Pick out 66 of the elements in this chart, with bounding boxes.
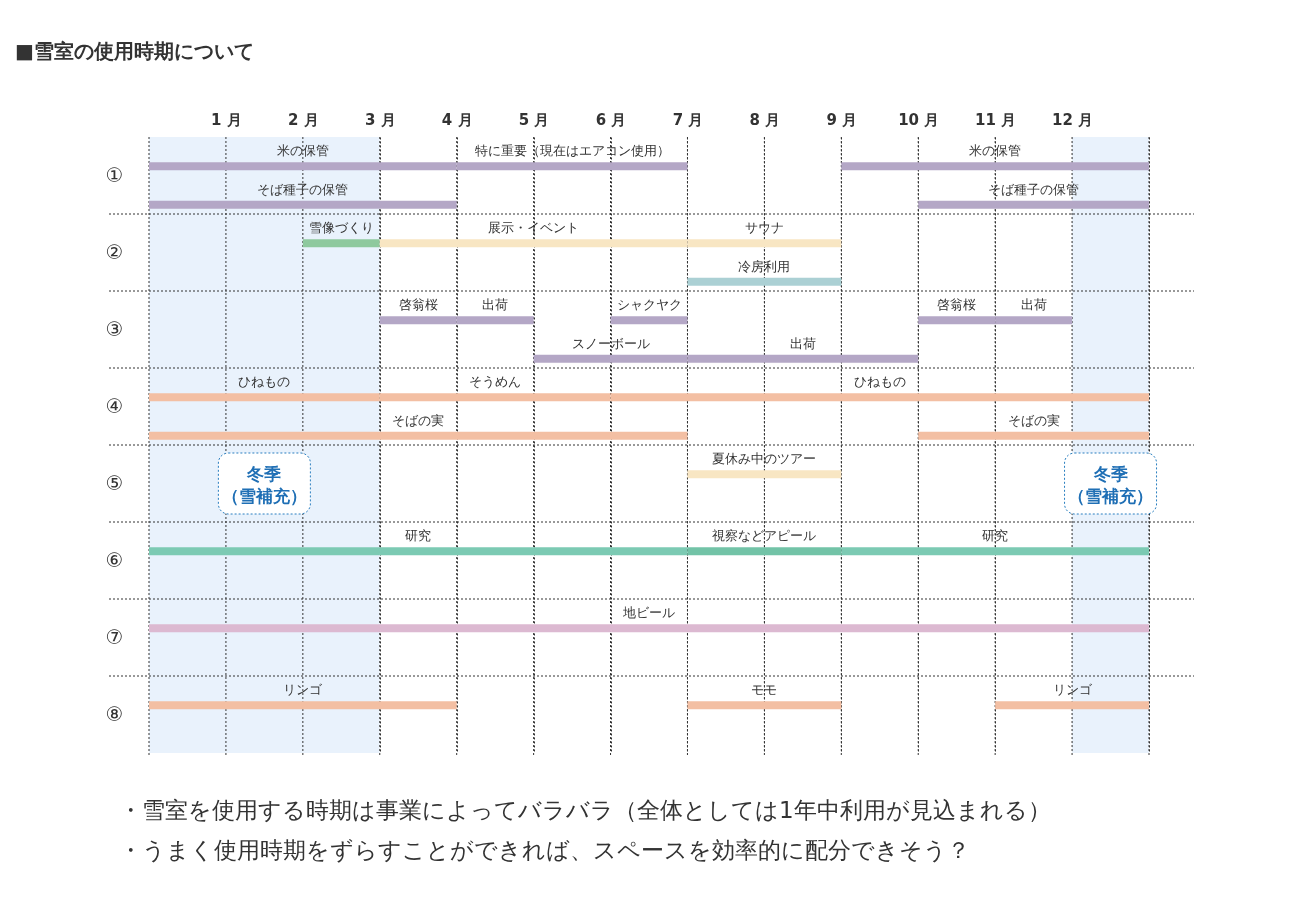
band-label: 冬季（雪補充）	[1068, 463, 1154, 506]
x-tick-label: 6 月	[595, 110, 627, 129]
data-label: 視察などアピール	[712, 528, 817, 544]
data-label: そば種子の保管	[257, 181, 349, 197]
band-label: 冬季（雪補充）	[221, 463, 307, 506]
data-label: そば種子の保管	[988, 181, 1080, 197]
x-tick-label: 9 月	[826, 110, 858, 129]
data-label: リンゴ	[1052, 682, 1093, 698]
bar	[687, 277, 842, 286]
x-tick-label: 7 月	[672, 110, 704, 129]
bar	[995, 701, 1149, 710]
x-tick-label: 3 月	[364, 110, 396, 129]
y-tick-label: ⑦	[105, 624, 124, 649]
bar	[149, 701, 457, 710]
data-label: モモ	[751, 682, 778, 698]
y-tick-label: ⑤	[105, 470, 124, 495]
data-label: 研究	[982, 528, 1009, 544]
text: ・うまく使用時期をずらすことができれば、スペースを効率的に配分できそう？	[119, 837, 970, 863]
data-label: そばの実	[1007, 412, 1060, 428]
text: ・雪室を使用する時期は事業によってバラバラ（全体としては1年中利用が見込まれる）	[119, 797, 1051, 823]
data-label: 展示・イベント	[488, 220, 580, 236]
data-label: 地ビール	[622, 605, 675, 621]
data-label: ひねもの	[238, 374, 291, 390]
data-label: 出荷	[789, 335, 816, 351]
x-tick-label: 2 月	[288, 110, 319, 129]
data-label: 夏休み中のツアー	[712, 451, 817, 467]
y-tick-label: ④	[105, 393, 124, 418]
data-label: ひねもの	[853, 374, 906, 390]
data-label: リンゴ	[283, 682, 324, 698]
data-label: 雪像づくり	[308, 220, 374, 236]
x-tick-label: 12 月	[1052, 110, 1094, 129]
bar	[687, 470, 842, 479]
y-tick-label: ③	[105, 316, 124, 341]
data-label: 米の保管	[276, 143, 329, 159]
y-tick-label: ⑥	[105, 547, 124, 572]
data-label: シャクヤク	[616, 297, 682, 313]
bar	[149, 624, 1149, 633]
data-label: 米の保管	[969, 143, 1022, 159]
x-tick-label: 1 月	[211, 110, 242, 129]
bar	[687, 701, 842, 710]
bar	[918, 200, 1149, 209]
data-label: スノーボール	[571, 335, 650, 351]
bar	[841, 162, 1149, 171]
data-label: 啓翁桜	[398, 297, 438, 313]
data-label: 研究	[405, 528, 432, 544]
data-label: 出荷	[482, 297, 509, 313]
bar	[610, 316, 688, 325]
y-tick-label: ②	[105, 239, 124, 264]
y-tick-label: ⑧	[105, 701, 124, 726]
x-tick-label: 5 月	[518, 110, 550, 129]
data-label: そうめん	[469, 374, 522, 390]
chart-title: ■雪室の使用時期について	[15, 39, 254, 63]
bar	[302, 239, 380, 248]
data-label: そばの実	[392, 412, 445, 428]
y-tick-label: ①	[105, 162, 124, 187]
data-label: 冷房利用	[738, 258, 791, 274]
bar	[149, 200, 457, 209]
x-tick-label: 4 月	[441, 110, 473, 129]
x-tick-label: 10 月	[898, 110, 940, 129]
x-tick-label: 8 月	[749, 110, 781, 129]
x-tick-label: 11 月	[975, 110, 1017, 129]
data-label: 出荷	[1020, 297, 1047, 313]
data-label: 啓翁桜	[937, 297, 977, 313]
bar	[918, 431, 1149, 440]
bar	[149, 431, 688, 440]
data-label: サウナ	[744, 220, 784, 236]
